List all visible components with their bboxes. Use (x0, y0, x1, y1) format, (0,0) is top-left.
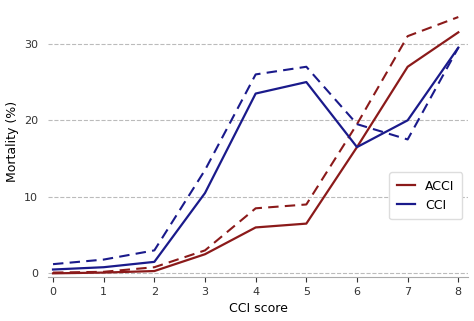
Y-axis label: Mortality (%): Mortality (%) (6, 101, 18, 182)
X-axis label: CCI score: CCI score (229, 302, 288, 316)
Legend: ACCI, CCI: ACCI, CCI (389, 172, 462, 219)
